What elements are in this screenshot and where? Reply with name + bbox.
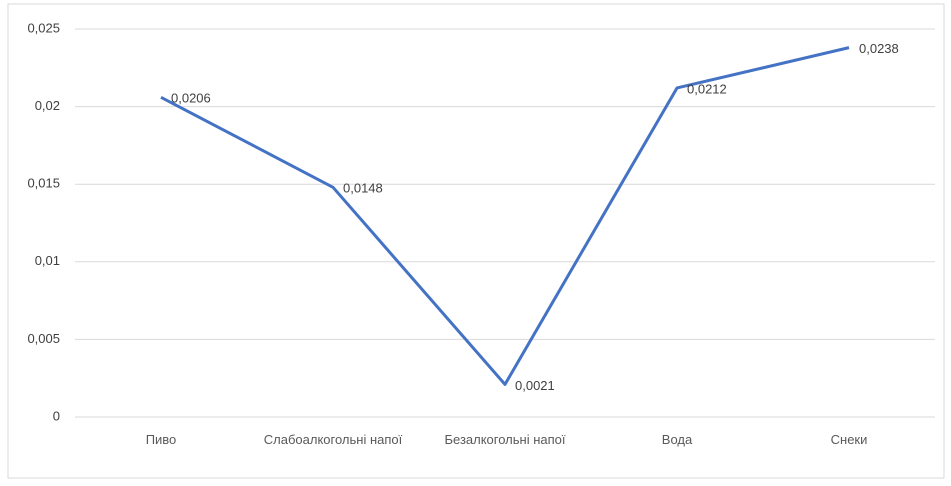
- data-label: 0,0148: [343, 181, 383, 196]
- x-tick-label: Слабоалкогольні напої: [263, 432, 403, 447]
- data-label: 0,0238: [859, 41, 899, 56]
- chart-frame: [7, 3, 945, 479]
- y-tick-label: 0,02: [35, 98, 60, 113]
- x-tick-label: Пиво: [145, 432, 177, 447]
- y-tick-label: 0,025: [27, 20, 60, 35]
- data-label: 0,0206: [171, 91, 211, 106]
- y-tick-label: 0,015: [27, 176, 60, 191]
- data-label: 0,0212: [687, 81, 727, 96]
- x-tick-label: Вода: [661, 432, 693, 447]
- x-tick-label: Снеки: [830, 432, 868, 447]
- y-tick-label: 0,005: [27, 331, 60, 346]
- x-tick-label: Безалкогольні напої: [444, 432, 566, 447]
- line: [160, 46, 850, 386]
- y-tick-label: 0,01: [35, 253, 60, 268]
- y-tick-label: 0: [53, 408, 60, 423]
- data-label: 0,0021: [515, 378, 555, 393]
